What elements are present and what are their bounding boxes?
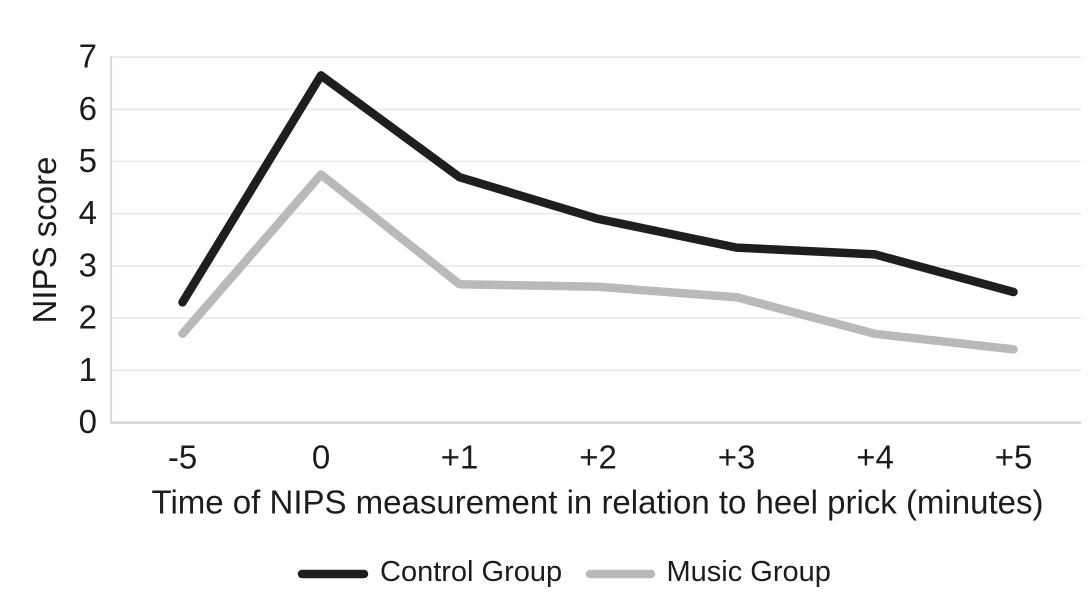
- svg-text:-5: -5: [168, 439, 197, 476]
- svg-text:1: 1: [79, 351, 97, 388]
- svg-text:7: 7: [79, 38, 97, 75]
- svg-text:6: 6: [79, 90, 97, 127]
- svg-text:Time of NIPS measurement in re: Time of NIPS measurement in relation to …: [152, 484, 1044, 521]
- svg-text:5: 5: [79, 142, 97, 179]
- svg-text:+5: +5: [995, 439, 1033, 476]
- svg-text:+4: +4: [856, 439, 894, 476]
- svg-text:+1: +1: [441, 439, 479, 476]
- svg-text:4: 4: [79, 194, 97, 231]
- svg-text:+2: +2: [579, 439, 617, 476]
- svg-text:+3: +3: [718, 439, 756, 476]
- svg-text:NIPS score: NIPS score: [26, 157, 63, 324]
- svg-text:2: 2: [79, 299, 97, 336]
- svg-text:Control Group: Control Group: [380, 556, 562, 588]
- svg-text:0: 0: [312, 439, 330, 476]
- svg-text:Music Group: Music Group: [667, 556, 831, 588]
- svg-text:3: 3: [79, 246, 97, 283]
- svg-text:0: 0: [79, 403, 97, 440]
